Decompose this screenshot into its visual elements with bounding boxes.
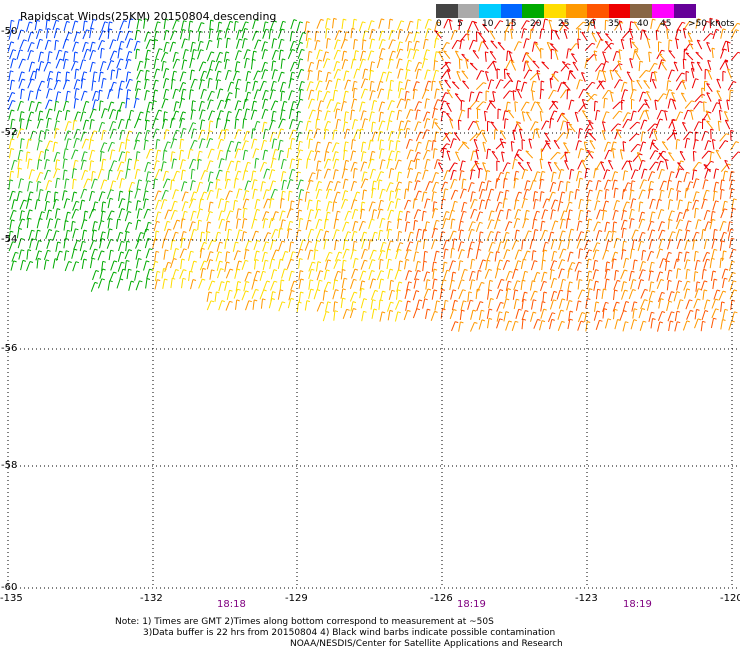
lon-label-120: -120 [720, 593, 740, 604]
legend-swatch [652, 4, 675, 18]
legend-label: 35 [608, 19, 620, 29]
legend-label: 30 [584, 19, 596, 29]
legend-label: 45 [660, 19, 672, 29]
lon-label-129: -129 [285, 593, 308, 604]
lat-label-52: -52 [1, 127, 18, 138]
legend-swatch [630, 4, 653, 18]
lon-label-123: -123 [575, 593, 598, 604]
legend-label: >50 knots [688, 19, 735, 29]
note-line-2: 3)Data buffer is 22 hrs from 20150804 4)… [143, 628, 556, 638]
legend-label: 10 [482, 19, 494, 29]
time-label: 18:18 [217, 599, 246, 610]
legend-swatch [500, 4, 523, 18]
lat-label-50: -50 [1, 26, 18, 37]
legend-label: 25 [558, 19, 570, 29]
legend-swatch [673, 4, 696, 18]
legend-label: 5 [457, 19, 463, 29]
legend-swatch [587, 4, 610, 18]
legend-swatch [608, 4, 631, 18]
lat-label-56: -56 [1, 343, 18, 354]
time-label: 18:19 [623, 599, 652, 610]
wind-barbs-layer [7, 17, 740, 332]
legend-swatch [436, 4, 459, 18]
legend-label: 40 [637, 19, 649, 29]
note-line-1: Note: 1) Times are GMT 2)Times along bot… [115, 617, 494, 627]
lat-label-54: -54 [1, 234, 18, 245]
legend-swatch [479, 4, 502, 18]
legend-label: 15 [505, 19, 517, 29]
time-label: 18:19 [457, 599, 486, 610]
legend-label: 0 [436, 19, 442, 29]
lat-label-58: -58 [1, 460, 18, 471]
lon-label-126: -126 [430, 593, 453, 604]
legend-label: 20 [530, 19, 542, 29]
lon-label-132: -132 [140, 593, 163, 604]
lat-lon-grid [7, 31, 740, 589]
legend-swatch [457, 4, 480, 18]
lat-label-60: -60 [1, 582, 18, 593]
legend-swatch [522, 4, 545, 18]
legend-swatch [544, 4, 567, 18]
lon-label-135: -135 [0, 593, 23, 604]
legend-swatch [565, 4, 588, 18]
note-line-3: NOAA/NESDIS/Center for Satellite Applica… [290, 639, 563, 649]
map-title: Rapidscat Winds(25KM) 20150804 descendin… [20, 10, 277, 23]
